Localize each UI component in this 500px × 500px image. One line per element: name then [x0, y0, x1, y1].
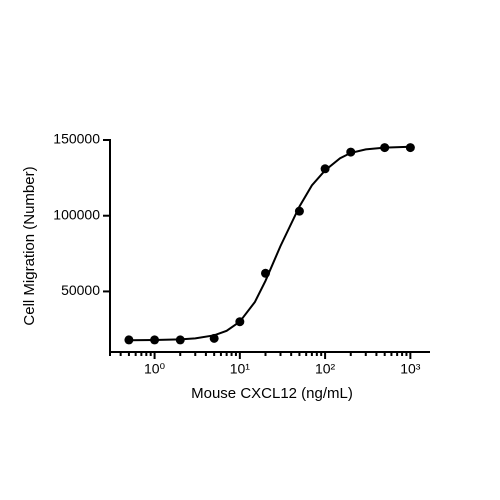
- data-point: [235, 317, 245, 327]
- data-point: [124, 335, 134, 345]
- data-point: [380, 143, 390, 153]
- x-tick-label: 10⁰: [144, 361, 166, 377]
- data-point: [175, 335, 185, 345]
- x-tick-label: 10²: [315, 361, 336, 377]
- y-tick-label: 50000: [61, 282, 100, 298]
- y-tick-label: 100000: [53, 206, 100, 222]
- fit-curve: [128, 145, 411, 342]
- data-point: [405, 143, 415, 153]
- x-tick-label: 10³: [400, 361, 421, 377]
- data-point: [261, 268, 271, 278]
- data-point: [320, 164, 330, 174]
- y-axis-label: Cell Migration (Number): [21, 166, 38, 325]
- y-tick-label: 150000: [53, 131, 100, 147]
- data-point: [150, 335, 160, 345]
- data-point: [209, 333, 219, 343]
- x-axis-label: Mouse CXCL12 (ng/mL): [191, 385, 353, 402]
- data-point: [346, 147, 356, 157]
- data-point: [294, 206, 304, 216]
- x-tick-label: 10¹: [230, 361, 251, 377]
